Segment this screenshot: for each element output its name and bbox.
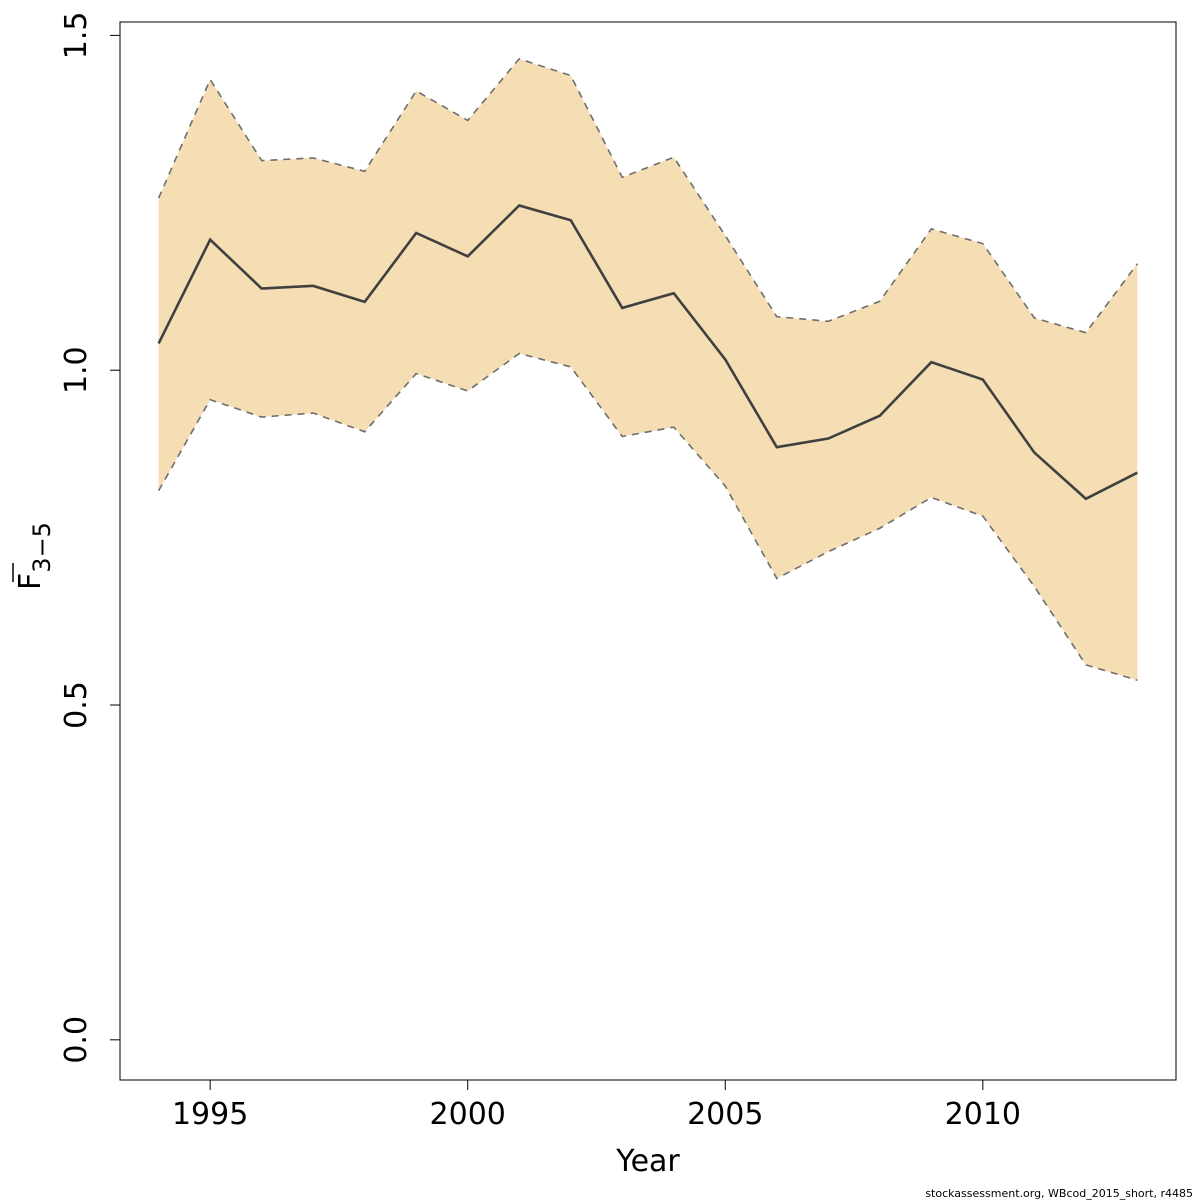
x-tick-label: 1995 [172, 1097, 248, 1132]
x-tick-label: 2010 [945, 1097, 1021, 1132]
plot-frame [119, 21, 1177, 1081]
lines-layer [157, 57, 1139, 682]
y-tick-label: 1.0 [59, 346, 94, 394]
y-axis-title-main: F [13, 573, 48, 590]
estimate-line [157, 204, 1138, 501]
y-axis-title-subscript: 3−5 [28, 522, 56, 573]
footer-credit: stockassessment.org, WBcod_2015_short, r… [925, 1187, 1193, 1200]
y-axis: 0.0 0.5 1.0 1.5 [59, 12, 120, 1064]
confidence-band [158, 58, 1138, 681]
y-axis-title: F3−5 [12, 522, 56, 590]
svg-text:F3−5: F3−5 [13, 522, 56, 590]
y-tick-label: 1.5 [59, 12, 94, 60]
y-tick-label: 0.5 [59, 681, 94, 729]
x-axis: 1995 2000 2005 2010 [172, 1080, 1021, 1132]
x-axis-title: Year [615, 1144, 680, 1179]
x-tick-label: 2005 [687, 1097, 763, 1132]
lower-bound-line [157, 352, 1138, 682]
y-tick-label: 0.0 [59, 1016, 94, 1064]
confidence-band-layer [158, 58, 1138, 681]
x-tick-label: 2000 [430, 1097, 506, 1132]
